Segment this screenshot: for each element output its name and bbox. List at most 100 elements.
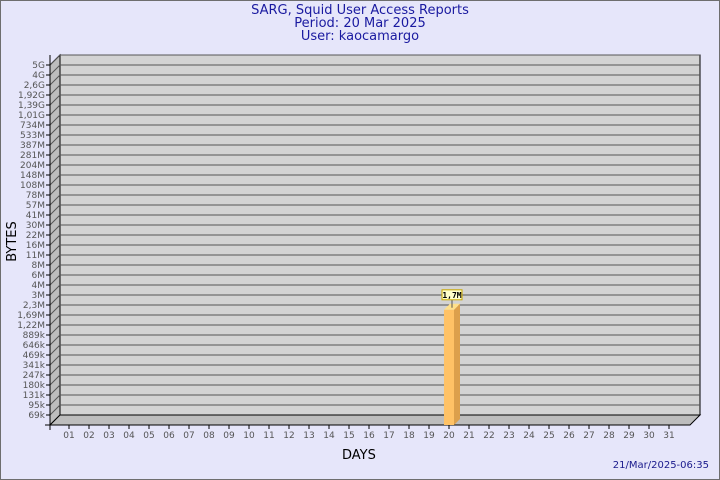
x-tick-label: 05 — [143, 431, 154, 441]
x-tick-label: 02 — [83, 431, 94, 441]
x-tick-label: 14 — [323, 431, 335, 441]
gridline-depth — [49, 74, 61, 86]
gridline-depth — [49, 404, 61, 416]
x-tick-label: 06 — [163, 431, 175, 441]
plot-floor — [48, 414, 702, 426]
x-tick-label: 11 — [263, 431, 274, 441]
y-tick-label: 180k — [23, 381, 46, 391]
x-tick-label: 21 — [463, 431, 474, 441]
x-tick-label: 19 — [423, 431, 435, 441]
gridline-depth — [49, 314, 61, 326]
y-tick-label: 3M — [32, 291, 46, 301]
y-tick-label: 5G — [32, 61, 45, 71]
x-tick-label: 20 — [443, 431, 455, 441]
y-tick-label: 11M — [26, 251, 45, 261]
x-tick-label: 29 — [623, 431, 635, 441]
y-tick-label: 1,69M — [17, 311, 45, 321]
y-tick-label: 1,22M — [17, 321, 45, 331]
y-tick-label: 30M — [26, 221, 45, 231]
x-tick-label: 22 — [483, 431, 494, 441]
gridline-depth — [49, 354, 61, 366]
gridline-depth — [49, 154, 61, 166]
y-tick-label: 889k — [23, 331, 46, 341]
y-tick-label: 131k — [23, 391, 46, 401]
y-tick-label: 69k — [28, 411, 45, 421]
gridline-depth — [49, 384, 61, 396]
gridline-depth — [49, 254, 61, 266]
x-tick-label: 01 — [63, 431, 74, 441]
chart-user: User: kaocamargo — [300, 29, 420, 44]
gridline-depth — [49, 54, 61, 66]
y-tick-label: 22M — [26, 231, 45, 241]
y-tick-label: 4M — [32, 281, 46, 291]
gridline-depth — [49, 334, 61, 346]
x-tick-label: 04 — [123, 431, 135, 441]
y-tick-label: 469k — [23, 351, 46, 361]
chart-title: SARG, Squid User Access Reports — [251, 3, 469, 18]
x-tick-label: 16 — [363, 431, 375, 441]
y-tick-label: 1,39G — [18, 101, 45, 111]
y-tick-label: 8M — [32, 261, 46, 271]
x-tick-label: 17 — [383, 431, 394, 441]
y-tick-label: 247k — [23, 371, 46, 381]
gridline-depth — [49, 84, 61, 96]
gridline-depth — [49, 194, 61, 206]
gridline-depth — [49, 94, 61, 106]
gridline-depth — [49, 124, 61, 136]
gridline-depth — [49, 284, 61, 296]
data-label-box — [441, 289, 463, 301]
x-tick-label: 08 — [203, 431, 215, 441]
data-label: 1,7M — [442, 291, 461, 300]
gridline-depth — [49, 234, 61, 246]
gridline-depth — [49, 294, 61, 306]
gridline-depth — [49, 204, 61, 216]
x-axis-label: DAYS — [342, 448, 376, 463]
gridline-depth — [49, 244, 61, 256]
gridline-depth — [49, 224, 61, 236]
y-tick-label: 16M — [26, 241, 45, 251]
gridline-depth — [49, 134, 61, 146]
y-tick-label: 41M — [26, 211, 45, 221]
y-tick-label: 148M — [20, 171, 45, 181]
y-tick-label: 533M — [20, 131, 45, 141]
bar-side — [454, 303, 460, 425]
gridline-depth — [49, 364, 61, 376]
y-tick-label: 6M — [32, 271, 46, 281]
gridline-depth — [49, 184, 61, 196]
y-tick-label: 734M — [20, 121, 45, 131]
gridline-depth — [49, 164, 61, 176]
y-tick-label: 1,92G — [18, 91, 45, 101]
y-tick-label: 646k — [23, 341, 46, 351]
y-tick-label: 95k — [28, 401, 45, 411]
bar — [444, 309, 454, 425]
y-tick-label: 1,01G — [18, 111, 45, 121]
x-tick-label: 15 — [343, 431, 354, 441]
x-tick-label: 28 — [603, 431, 615, 441]
x-tick-label: 31 — [663, 431, 674, 441]
x-tick-label: 09 — [223, 431, 235, 441]
chart-period: Period: 20 Mar 2025 — [294, 16, 426, 31]
x-tick-label: 13 — [303, 431, 314, 441]
y-tick-label: 2,6G — [24, 81, 45, 91]
gridline-depth — [49, 374, 61, 386]
x-tick-label: 27 — [583, 431, 594, 441]
x-tick-label: 07 — [183, 431, 194, 441]
gridline-depth — [49, 144, 61, 156]
x-tick-label: 25 — [543, 431, 554, 441]
y-tick-label: 4G — [32, 71, 45, 81]
gridline-depth — [49, 274, 61, 286]
x-tick-label: 18 — [403, 431, 415, 441]
x-tick-label: 12 — [283, 431, 294, 441]
y-tick-label: 387M — [20, 141, 45, 151]
y-axis-label: BYTES — [4, 221, 20, 262]
y-tick-label: 281M — [20, 151, 45, 161]
gridline-depth — [49, 394, 61, 406]
gridline-depth — [49, 324, 61, 336]
y-tick-label: 341k — [23, 361, 46, 371]
gridline-depth — [49, 174, 61, 186]
gridline-depth — [49, 344, 61, 356]
y-tick-label: 78M — [26, 191, 45, 201]
gridline-depth — [49, 304, 61, 316]
gridline-depth — [49, 114, 61, 126]
